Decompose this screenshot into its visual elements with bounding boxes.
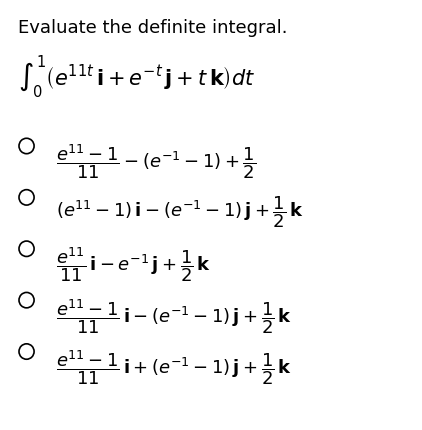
Text: $\dfrac{e^{11} - 1}{11} - (e^{-1} - 1) + \dfrac{1}{2}$: $\dfrac{e^{11} - 1}{11} - (e^{-1} - 1) +… xyxy=(56,142,256,181)
Text: $\dfrac{e^{11} - 1}{11}\, \mathbf{i} + (e^{-1} - 1)\, \mathbf{j} + \dfrac{1}{2}\: $\dfrac{e^{11} - 1}{11}\, \mathbf{i} + (… xyxy=(56,347,292,386)
Text: $\int_0^1 \left( e^{11t}\, \mathbf{i} + e^{-t}\, \mathbf{j} + t\, \mathbf{k} \ri: $\int_0^1 \left( e^{11t}\, \mathbf{i} + … xyxy=(18,52,256,99)
Text: $\dfrac{e^{11}}{11}\, \mathbf{i} - e^{-1}\, \mathbf{j} + \dfrac{1}{2}\, \mathbf{: $\dfrac{e^{11}}{11}\, \mathbf{i} - e^{-1… xyxy=(56,245,211,283)
Text: $\dfrac{e^{11} - 1}{11}\, \mathbf{i} - (e^{-1} - 1)\, \mathbf{j} + \dfrac{1}{2}\: $\dfrac{e^{11} - 1}{11}\, \mathbf{i} - (… xyxy=(56,296,292,335)
Text: Evaluate the definite integral.: Evaluate the definite integral. xyxy=(18,18,288,37)
Text: $(e^{11} - 1)\, \mathbf{i} - (e^{-1} - 1)\, \mathbf{j} + \dfrac{1}{2}\, \mathbf{: $(e^{11} - 1)\, \mathbf{i} - (e^{-1} - 1… xyxy=(56,194,304,229)
